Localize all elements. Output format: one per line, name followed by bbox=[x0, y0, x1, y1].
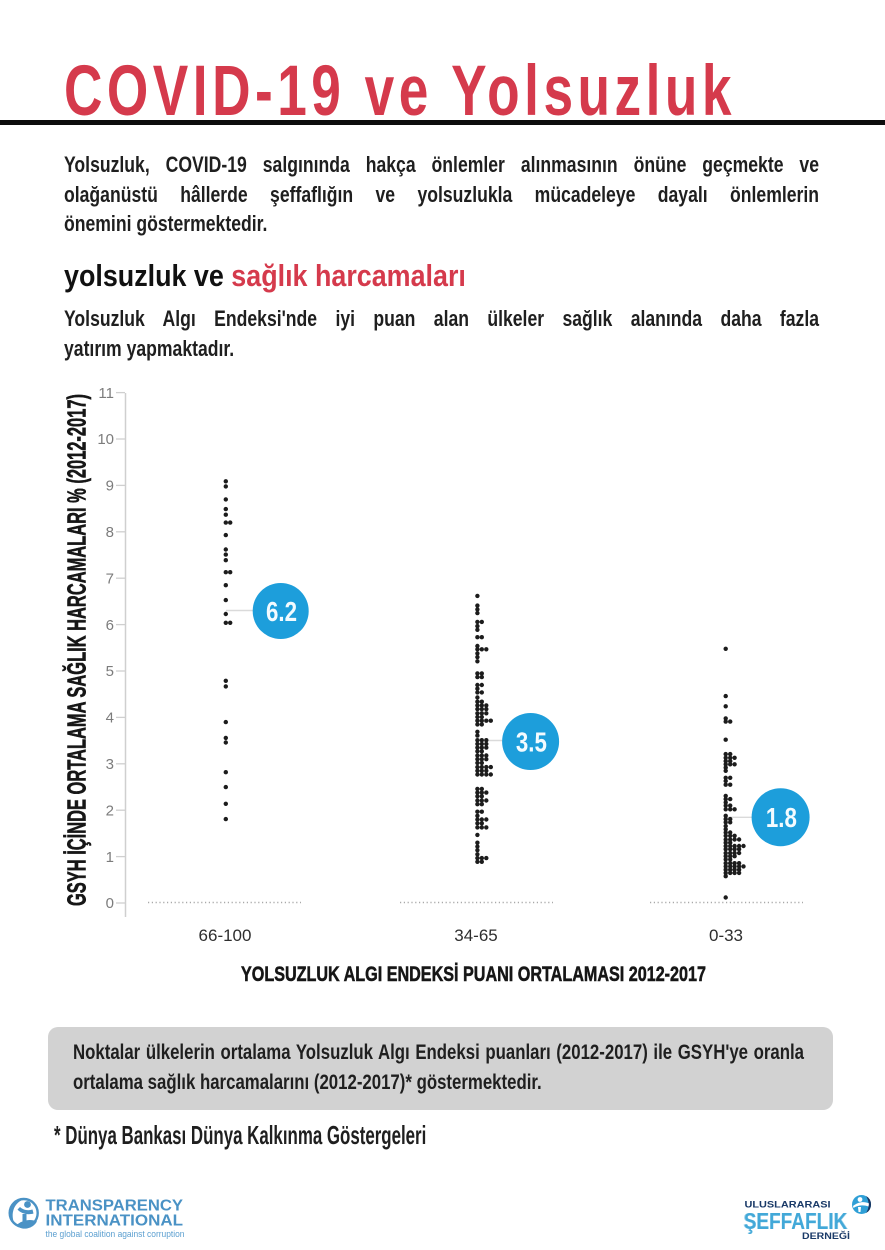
svg-text:the global coalition against c: the global coalition against corruption bbox=[46, 1229, 185, 1239]
svg-text:ŞEFFAFLIK: ŞEFFAFLIK bbox=[743, 1208, 848, 1234]
svg-text:ŞEFFAFLIK: ŞEFFAFLIK bbox=[744, 1208, 847, 1234]
svg-text:1: 1 bbox=[106, 849, 114, 866]
svg-text:COVID-19 ve Yolsuzluk: COVID-19 ve Yolsuzluk bbox=[64, 52, 736, 130]
svg-text:0-33: 0-33 bbox=[709, 926, 743, 945]
svg-text:INTERNATIONAL: INTERNATIONAL bbox=[46, 1212, 184, 1229]
svg-text:3: 3 bbox=[106, 756, 114, 773]
svg-text:0: 0 bbox=[106, 895, 114, 912]
svg-text:34-65: 34-65 bbox=[454, 926, 497, 945]
svg-text:6.2: 6.2 bbox=[266, 596, 297, 627]
svg-text:ULUSLARARASI: ULUSLARARASI bbox=[745, 1200, 831, 1211]
svg-text:1.8: 1.8 bbox=[766, 802, 797, 833]
svg-text:3.5: 3.5 bbox=[516, 727, 547, 758]
svg-text:7: 7 bbox=[106, 570, 114, 587]
svg-text:8: 8 bbox=[106, 524, 114, 541]
svg-text:GSYH İÇİNDE ORTALAMA SAĞLIK HA: GSYH İÇİNDE ORTALAMA SAĞLIK HARCAMALARI … bbox=[62, 394, 92, 906]
svg-text:66-100: 66-100 bbox=[199, 926, 252, 945]
svg-text:5: 5 bbox=[106, 663, 114, 680]
svg-text:11: 11 bbox=[98, 385, 114, 402]
svg-text:YOLSUZLUK ALGI ENDEKSİ PUANI O: YOLSUZLUK ALGI ENDEKSİ PUANI ORTALAMASI … bbox=[241, 962, 706, 986]
svg-text:TRANSPARENCY: TRANSPARENCY bbox=[46, 1198, 184, 1215]
svg-text:2: 2 bbox=[106, 802, 114, 819]
svg-text:DERNEĞİ: DERNEĞİ bbox=[802, 1230, 850, 1242]
svg-text:9: 9 bbox=[106, 478, 114, 495]
svg-text:10: 10 bbox=[97, 431, 114, 448]
svg-text:4: 4 bbox=[106, 710, 114, 727]
svg-text:6: 6 bbox=[106, 617, 114, 634]
